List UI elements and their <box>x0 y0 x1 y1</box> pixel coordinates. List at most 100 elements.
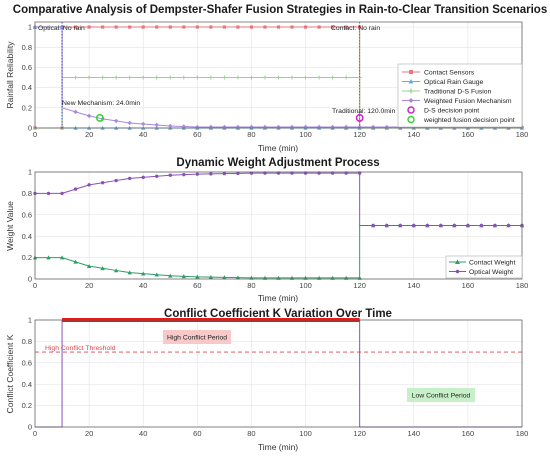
y-tick-label: 1 <box>28 23 32 32</box>
traditional-ds-point <box>195 75 200 80</box>
x-tick-label: 40 <box>139 281 147 290</box>
contact-sensors-point <box>114 25 118 29</box>
contact-sensors-point <box>236 25 240 29</box>
ds-decision-point <box>355 113 364 122</box>
x-tick-label: 140 <box>408 281 421 290</box>
weights-xlabel: Time (min) <box>258 293 298 303</box>
contact-sensors-point <box>222 25 226 29</box>
legend-item-optical: Optical Rain Gauge <box>402 79 484 86</box>
x-tick-label: 180 <box>516 429 529 438</box>
contact-sensors-point <box>128 25 132 29</box>
y-tick-label: 0.4 <box>22 83 32 92</box>
contact-weight-point <box>46 255 51 260</box>
contact-weight-point <box>208 274 214 279</box>
optical-weight-point <box>155 174 159 178</box>
legend-label-optical: Optical Rain Gauge <box>424 79 484 86</box>
contact-annotation: Contact: No rain <box>331 25 380 32</box>
y-tick-label: 0.2 <box>22 401 32 410</box>
legend-label-traditional: Traditional D-S Fusion <box>424 89 492 96</box>
optical-weight-point <box>466 223 470 228</box>
reliability-ticks: 0 20 40 60 80 100 120 140 160 180 0 0.2 0.4 0.6 0.8 1 <box>22 23 529 139</box>
optical-weight-point <box>60 191 64 196</box>
optical-weight-point <box>371 223 375 228</box>
legend-label-ds-point: D-S decision point <box>424 108 479 115</box>
low-conflict-box <box>407 388 475 402</box>
traditional-ds-point <box>330 75 335 80</box>
weighted-fusion-point <box>168 123 173 129</box>
contact-sensors-point <box>101 25 105 29</box>
weights-legend: Contact Weight Optical Weight <box>445 255 523 279</box>
contact-weight-point <box>86 263 92 268</box>
reliability-ylabel: Rainfall Reliability <box>5 41 15 109</box>
conflict-title: Conflict Coefficient K Variation Over Ti… <box>164 308 392 320</box>
weighted-fusion-point <box>113 118 119 124</box>
high-conflict-box <box>163 330 231 344</box>
optical-weight-point <box>73 187 78 191</box>
legend-item-ds-point: D-S decision point <box>407 106 479 115</box>
contact-weight-point <box>113 268 119 273</box>
contact-sensors-point <box>155 25 159 29</box>
contact-weight-point <box>181 274 187 279</box>
optical-weight-point <box>506 223 511 228</box>
legend-item-weighted: Weighted Fusion Mechanism <box>402 98 512 105</box>
x-tick-label: 160 <box>462 130 475 139</box>
x-tick-label: 120 <box>353 281 366 290</box>
optical-weight-point <box>493 223 497 228</box>
x-tick-label: 80 <box>247 130 255 139</box>
x-tick-label: 100 <box>299 130 312 139</box>
contact-weight-point <box>168 273 173 278</box>
contact-sensors-point <box>209 25 213 29</box>
traditional-ds-point <box>249 75 254 80</box>
contact-sensors-point <box>141 25 145 29</box>
legend-item-contact-weight: Contact Weight <box>449 259 515 267</box>
legend-label-optical-weight: Optical Weight <box>469 269 513 276</box>
low-conflict-text: Low Conflict Period <box>412 393 471 400</box>
x-tick-label: 160 <box>462 429 475 438</box>
y-tick-label: 0.6 <box>22 358 32 367</box>
optical-weight-point <box>412 223 416 228</box>
y-tick-label: 1 <box>28 316 32 325</box>
conflict-xlabel: Time (min) <box>258 442 298 452</box>
conflict-plot-area <box>35 320 522 427</box>
x-tick-label: 0 <box>33 130 37 139</box>
contact-weight-point <box>59 255 65 260</box>
conflict-ticks: 0 20 40 60 80 100 120 140 160 180 0 0.2 0.4 0.6 0.8 1 <box>22 316 529 438</box>
x-tick-label: 20 <box>85 429 93 438</box>
x-tick-label: 0 <box>33 429 37 438</box>
weights-ylabel: Weight Value <box>5 201 15 251</box>
contact-weight-point <box>249 275 254 280</box>
legend-label-wf-point: weighted fusion decision point <box>423 117 515 124</box>
x-tick-label: 140 <box>408 130 421 139</box>
contact-sensors-point <box>358 25 362 29</box>
traditional-ds-point <box>127 75 132 80</box>
traditional-ds-point <box>87 75 92 80</box>
contact-weight-point <box>154 272 159 277</box>
y-tick-label: 0.4 <box>22 380 32 389</box>
optical-weight-point <box>100 181 105 185</box>
x-tick-label: 20 <box>85 281 93 290</box>
contact-weight-point <box>73 259 78 264</box>
x-tick-label: 120 <box>353 429 366 438</box>
threshold-label: High Conflict Threshold <box>45 345 116 352</box>
x-tick-label: 80 <box>247 281 255 290</box>
traditional-ds-point <box>303 75 308 80</box>
legend-item-wf-point: weighted fusion decision point <box>407 115 515 124</box>
contact-sensors-point <box>249 25 254 29</box>
optical-weight-point <box>141 175 145 180</box>
contact-sensors-point <box>290 25 294 29</box>
y-tick-label: 0.8 <box>22 337 32 346</box>
legend-item-traditional: Traditional D-S Fusion <box>402 88 492 96</box>
optical-weight-point <box>46 191 51 196</box>
x-tick-label: 60 <box>193 281 201 290</box>
x-tick-label: 120 <box>353 130 366 139</box>
weighted-fusion-point <box>181 124 187 129</box>
contact-weight-point <box>127 270 132 275</box>
x-tick-label: 160 <box>462 281 475 290</box>
contact-sensors-point <box>317 25 321 29</box>
contact-sensors-point <box>303 25 308 29</box>
optical-weight-point <box>236 171 240 176</box>
traditional-ds-point <box>73 75 78 80</box>
y-tick-label: 0.2 <box>22 253 32 262</box>
weights-title: Dynamic Weight Adjustment Process <box>176 157 379 169</box>
